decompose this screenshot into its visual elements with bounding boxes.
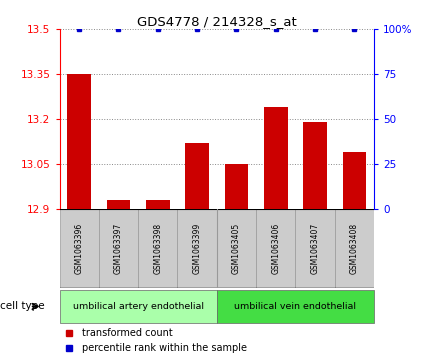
Text: cell type: cell type — [0, 301, 45, 311]
Bar — [224, 164, 248, 209]
Bar — [146, 200, 170, 209]
Bar — [217, 290, 374, 323]
Bar — [178, 209, 217, 288]
Bar — [138, 209, 178, 288]
Bar — [335, 209, 374, 288]
Text: percentile rank within the sample: percentile rank within the sample — [82, 343, 246, 353]
Text: GSM1063396: GSM1063396 — [75, 223, 84, 274]
Text: GSM1063408: GSM1063408 — [350, 223, 359, 274]
Text: GSM1063397: GSM1063397 — [114, 223, 123, 274]
Bar — [107, 200, 130, 209]
Text: GSM1063399: GSM1063399 — [193, 223, 201, 274]
Bar — [256, 209, 295, 288]
Text: GSM1063407: GSM1063407 — [311, 223, 320, 274]
Text: GSM1063406: GSM1063406 — [271, 223, 280, 274]
Text: transformed count: transformed count — [82, 327, 172, 338]
Title: GDS4778 / 214328_s_at: GDS4778 / 214328_s_at — [137, 15, 297, 28]
Bar — [99, 209, 138, 288]
Bar — [343, 152, 366, 209]
Text: umbilical artery endothelial: umbilical artery endothelial — [73, 302, 204, 311]
Text: GSM1063398: GSM1063398 — [153, 223, 162, 274]
Bar — [303, 122, 327, 209]
Bar — [185, 143, 209, 209]
Text: GSM1063405: GSM1063405 — [232, 223, 241, 274]
Bar — [67, 74, 91, 209]
Bar — [60, 290, 217, 323]
Text: umbilical vein endothelial: umbilical vein endothelial — [234, 302, 357, 311]
Bar — [60, 209, 99, 288]
Bar — [264, 107, 287, 209]
Bar — [295, 209, 335, 288]
Bar — [217, 209, 256, 288]
